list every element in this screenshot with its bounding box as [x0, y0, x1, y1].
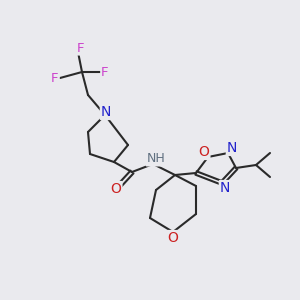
Text: O: O: [111, 182, 122, 196]
Text: O: O: [199, 145, 209, 159]
Text: F: F: [76, 41, 84, 55]
Text: NH: NH: [147, 152, 165, 166]
Text: N: N: [227, 141, 237, 155]
Text: N: N: [220, 181, 230, 195]
Text: F: F: [51, 71, 59, 85]
Text: O: O: [168, 231, 178, 245]
Text: F: F: [101, 65, 109, 79]
Text: N: N: [101, 105, 111, 119]
